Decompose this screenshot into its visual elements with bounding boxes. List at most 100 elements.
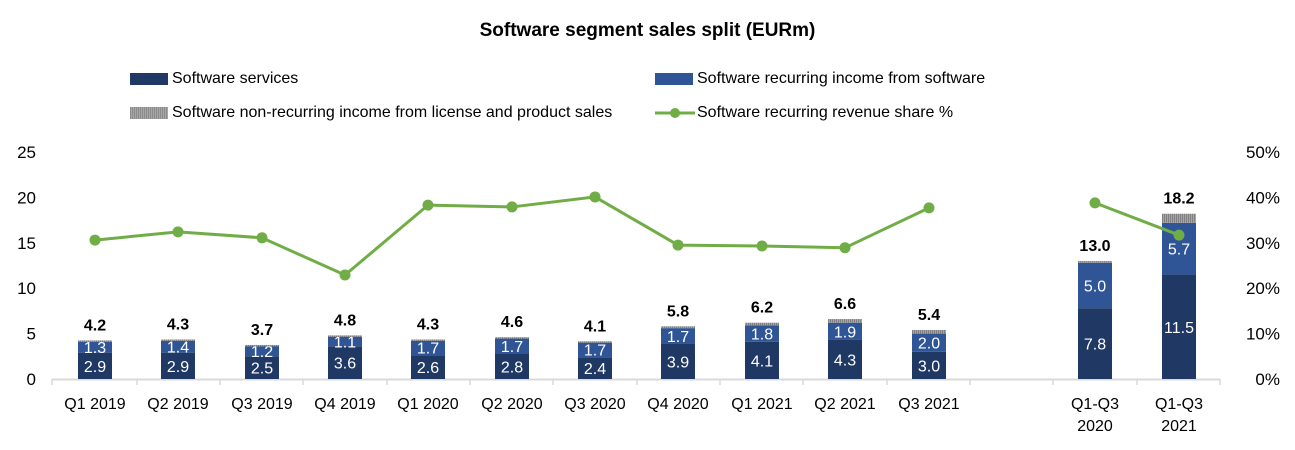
bar-software-nonrecurring <box>411 339 445 342</box>
bar-total-label: 3.7 <box>251 322 273 339</box>
bar-software-recurring <box>661 328 695 344</box>
x-axis-tick-label: Q4 2020 <box>647 396 708 413</box>
legend-label: Software services <box>172 70 299 87</box>
bar-data-label: 2.4 <box>584 361 606 378</box>
y2-axis-tick-label: 20% <box>1246 279 1280 298</box>
bar-total-label: 4.8 <box>334 312 356 329</box>
y-axis-tick-label: 10 <box>17 279 36 298</box>
line-point-recurring-share <box>422 199 434 211</box>
bar-data-label: 11.5 <box>1164 320 1194 337</box>
y-axis-tick-label: 0 <box>27 370 36 389</box>
legend-swatch-nonrecurring <box>130 107 168 119</box>
x-axis-tick-label: Q1 2019 <box>64 396 125 413</box>
bar-software-services <box>828 339 862 379</box>
legend-line-marker-icon <box>655 108 695 118</box>
bar-data-label: 1.3 <box>84 340 106 357</box>
line-point-recurring-share <box>672 239 684 251</box>
x-axis-tick-label: Q3 2019 <box>231 396 292 413</box>
legend-software-recurring: Software recurring income from software <box>655 70 985 88</box>
bar-data-label: 2.8 <box>501 359 523 376</box>
x-axis-tick-label: Q1 2020 <box>397 396 458 413</box>
bar-data-label: 4.1 <box>751 353 773 370</box>
bar-software-nonrecurring <box>161 339 195 342</box>
x-axis-tick-label: Q3 2021 <box>898 396 959 413</box>
bar-software-services <box>78 352 112 379</box>
x-axis-tick-label: Q2 2019 <box>147 396 208 413</box>
bar-software-nonrecurring <box>328 335 362 337</box>
bar-total-label: 4.2 <box>84 317 106 334</box>
legend-software-nonrecurring: Software non-recurring income from licen… <box>130 104 612 122</box>
bar-total-label: 18.2 <box>1163 191 1194 208</box>
x-axis-tick-label: Q1 2021 <box>731 396 792 413</box>
x-axis-tick-label: Q1-Q3 <box>1071 396 1119 413</box>
line-point-recurring-share <box>839 242 851 254</box>
line-point-recurring-share <box>1089 197 1101 209</box>
bar-software-services <box>578 357 612 379</box>
bar-total-label: 4.6 <box>501 314 523 331</box>
legend-swatch-services <box>130 73 168 85</box>
line-recurring-share <box>1094 201 1180 237</box>
bar-software-nonrecurring <box>578 341 612 343</box>
bar-data-label: 1.7 <box>417 341 439 358</box>
bar-data-label: 1.7 <box>501 339 523 356</box>
x-axis-tick-label: 2020 <box>1077 418 1113 435</box>
bar-data-label: 3.0 <box>918 358 940 375</box>
line-point-recurring-share <box>1173 229 1185 241</box>
bar-data-label: 5.7 <box>1168 242 1190 259</box>
x-axis-tick-label: 2021 <box>1161 418 1197 435</box>
y2-axis-tick-label: 40% <box>1246 188 1280 207</box>
bar-total-label: 5.8 <box>667 303 689 320</box>
bar-data-label: 1.9 <box>834 324 856 341</box>
bar-software-recurring <box>245 345 279 357</box>
bar-software-nonrecurring <box>828 319 862 323</box>
line-point-recurring-share <box>339 269 351 281</box>
line-point-recurring-share <box>923 202 935 214</box>
bar-software-recurring <box>411 339 445 356</box>
legend-label: Software non-recurring income from licen… <box>172 104 613 121</box>
x-axis-tick-label: Q4 2019 <box>314 396 375 413</box>
bar-data-label: 2.9 <box>84 359 106 376</box>
legend-swatch-recurring <box>655 73 693 85</box>
bar-software-recurring <box>828 322 862 340</box>
y-axis-tick-label: 20 <box>17 188 36 207</box>
bar-software-nonrecurring <box>745 322 779 326</box>
bar-software-recurring <box>912 333 946 352</box>
bar-software-services <box>1162 274 1196 379</box>
x-axis-tick-label: Q3 2020 <box>564 396 625 413</box>
bar-data-label: 3.9 <box>667 354 689 371</box>
y-axis-tick-label: 5 <box>27 325 36 344</box>
bar-software-services <box>411 355 445 379</box>
bar-total-label: 4.3 <box>167 317 189 334</box>
bar-data-label: 3.6 <box>334 356 356 373</box>
bar-software-nonrecurring <box>245 344 279 347</box>
line-point-recurring-share <box>756 240 768 252</box>
bar-data-label: 1.7 <box>584 342 606 359</box>
bar-software-services <box>912 351 946 379</box>
bar-software-nonrecurring <box>1162 213 1196 223</box>
bar-total-label: 4.1 <box>584 318 606 335</box>
y2-axis-tick-label: 50% <box>1246 143 1280 162</box>
x-axis-tick-label: Q2 2021 <box>814 396 875 413</box>
bar-software-services <box>495 353 529 379</box>
legend-software-services: Software services <box>130 70 298 88</box>
bar-software-nonrecurring <box>1078 260 1112 263</box>
line-point-recurring-share <box>256 232 268 244</box>
y-axis-tick-label: 15 <box>17 234 36 253</box>
bar-software-nonrecurring <box>495 337 529 339</box>
bar-total-label: 13.0 <box>1079 238 1110 255</box>
legend-recurring-share: Software recurring revenue share % <box>655 104 953 122</box>
bar-software-services <box>245 356 279 379</box>
legend-label: Software recurring income from software <box>697 70 986 87</box>
bar-total-label: 4.3 <box>417 317 439 334</box>
bar-software-recurring <box>1078 262 1112 309</box>
chart-title: Software segment sales split (EURm) <box>479 20 816 41</box>
bar-software-services <box>1078 308 1112 379</box>
bar-data-label: 2.5 <box>251 361 273 378</box>
bar-software-nonrecurring <box>78 340 112 342</box>
line-point-recurring-share <box>506 201 518 213</box>
x-axis-tick-label: Q2 2020 <box>481 396 542 413</box>
y2-axis-tick-label: 0% <box>1255 370 1280 389</box>
bar-software-services <box>661 343 695 379</box>
bar-data-label: 2.9 <box>167 359 189 376</box>
